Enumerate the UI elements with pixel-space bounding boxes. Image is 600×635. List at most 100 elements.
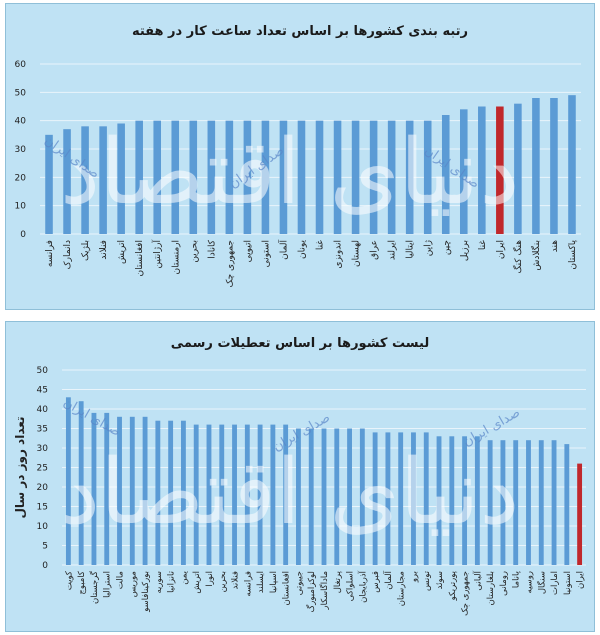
bar <box>193 424 199 565</box>
bar <box>91 412 97 565</box>
chart-title: رتبه بندی کشورها بر اساس تعداد ساعت کار … <box>131 24 469 39</box>
bar <box>532 98 540 234</box>
x-tick-label: آرژانتین <box>151 240 163 269</box>
x-tick-label: افغانستان <box>135 240 145 277</box>
x-tick-label: مجارستان <box>397 571 407 606</box>
bar <box>207 120 216 234</box>
bar <box>538 440 544 565</box>
x-tick-label: بورکینافاسو <box>141 571 151 613</box>
bar <box>225 120 234 234</box>
bar <box>315 120 324 234</box>
x-tick-label: امارات <box>550 571 560 595</box>
bar <box>45 134 53 234</box>
bar <box>129 416 135 565</box>
y-axis-label: تعداد روز در سال <box>13 416 28 518</box>
x-tick-label: آلبانی <box>471 570 483 590</box>
bar <box>189 120 198 234</box>
bar <box>232 424 237 565</box>
bar <box>347 428 352 565</box>
x-tick-label: جیبوتی <box>294 571 304 595</box>
bar <box>257 424 263 565</box>
y-tick-label: 45 <box>37 386 48 396</box>
x-tick-label: اندونزی <box>334 240 344 269</box>
bar <box>385 432 391 565</box>
x-tick-label: ایران <box>496 240 506 259</box>
x-tick-label: یونان <box>297 240 307 260</box>
y-tick-label: 35 <box>37 425 48 435</box>
y-tick-label: 15 <box>37 503 48 513</box>
bar <box>283 424 289 565</box>
y-tick-label: 5 <box>42 542 48 552</box>
chart-svg-work-hours: 0 10 20 30 40 50 60 فرانسه دانمارک بلژیک فنلاند اتر… <box>15 60 581 287</box>
bar <box>243 120 252 234</box>
y-tick-label: 50 <box>15 88 27 98</box>
bar <box>564 444 570 565</box>
bar <box>308 428 314 565</box>
x-tick-label: کانادا <box>207 239 217 258</box>
x-tick-label: عراق <box>370 240 380 260</box>
x-tick-label: انورا <box>205 571 215 587</box>
bar <box>526 440 531 565</box>
x-tick-label: آلمان <box>277 240 289 260</box>
x-tick-label: پاکستان <box>568 240 578 270</box>
x-tick-label: تونس <box>422 570 432 591</box>
x-tick-label: پاناما <box>512 570 522 588</box>
x-tick-label: جمهوری چک <box>461 571 471 616</box>
bar <box>135 120 143 234</box>
bar <box>180 420 186 565</box>
y-tick-label: 0 <box>42 561 48 571</box>
bar <box>405 120 414 234</box>
x-tick-label: اسپانیا <box>269 571 279 593</box>
x-tick-label: چین <box>442 240 452 255</box>
x-tick-label: کویت <box>64 570 74 590</box>
bar <box>99 126 107 234</box>
y-tick-label: 60 <box>15 60 27 70</box>
bar <box>219 424 225 565</box>
x-tick-label: آلمان <box>382 570 394 589</box>
x-tick-label: اسلواکی <box>346 571 356 601</box>
y-tick-label: 30 <box>15 145 27 155</box>
y-tick-label: 50 <box>37 366 49 376</box>
x-tick-label: غنا <box>316 240 326 250</box>
x-tick-label: کامبوج <box>77 570 87 595</box>
bar <box>279 120 288 234</box>
x-tick-label: فرانسه <box>243 571 253 597</box>
bar <box>153 120 162 234</box>
x-tick-label: بلژیک <box>81 240 91 261</box>
bar <box>436 436 442 565</box>
x-tick-label: فرانسه <box>45 240 55 267</box>
x-tick-label: سوریه <box>154 571 164 594</box>
bar <box>78 401 84 565</box>
bar <box>387 120 396 234</box>
bar <box>398 432 404 565</box>
x-tick-label: لهستان <box>352 240 362 267</box>
x-tick-label: هنگ کنگ <box>512 240 524 274</box>
bar <box>478 106 486 234</box>
bar <box>351 120 360 234</box>
x-tick-label: اتیوپی <box>243 240 253 262</box>
bar <box>551 440 557 565</box>
bar <box>297 120 306 234</box>
x-tick-label: پورتریکو <box>448 570 458 601</box>
bar <box>65 397 71 565</box>
y-tick-label: 0 <box>20 230 26 240</box>
x-tick-label: یمن <box>179 570 189 584</box>
x-tick-label: ایران <box>576 571 586 589</box>
bar <box>487 440 493 565</box>
bar <box>369 120 378 234</box>
bar-highlight <box>496 106 504 234</box>
x-tick-label: استونیا <box>563 571 573 595</box>
bar <box>462 436 468 565</box>
x-tick-label: گرجستان <box>89 570 100 604</box>
x-tick-label: جمهوری چک <box>225 240 235 287</box>
x-tick-label: فنلاند <box>99 240 109 260</box>
bar <box>449 436 455 565</box>
bar <box>474 436 480 565</box>
x-tick-label: بنگلادش <box>530 240 542 271</box>
bar <box>459 109 468 234</box>
x-tick-label: روسیه <box>524 571 534 593</box>
bar <box>155 420 161 565</box>
x-tick-label: استونی <box>261 240 271 267</box>
y-tick-label: 20 <box>37 483 49 493</box>
